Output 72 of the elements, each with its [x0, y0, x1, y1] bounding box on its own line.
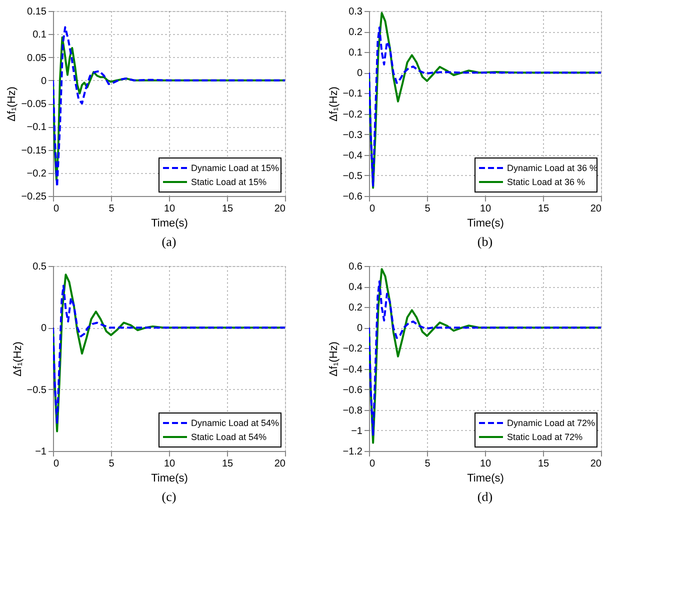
y-axis-title: Δf₁(Hz) — [328, 86, 340, 122]
text: (a) — [162, 234, 176, 249]
y-tick-label: 0 — [40, 76, 47, 87]
x-axis-title: Time(s) — [151, 218, 188, 230]
y-tick-label: 0.2 — [348, 302, 363, 314]
text: (d) — [477, 489, 493, 504]
y-tick-label: −1 — [351, 426, 363, 437]
y-tick-label: −0.1 — [342, 88, 363, 100]
y-tick-label: 0.5 — [32, 262, 47, 272]
legend-label: Dynamic Load at 54% — [191, 418, 280, 428]
legend-label: Dynamic Load at 72% — [507, 418, 596, 428]
y-tick-label: −0.05 — [21, 99, 47, 110]
x-tick-label: 20 — [590, 458, 602, 470]
x-tick-label: 20 — [274, 204, 286, 214]
y-axis-title: Δf₁(Hz) — [328, 342, 340, 376]
x-tick-label: 5 — [108, 458, 115, 470]
y-tick-label: 0.1 — [348, 48, 363, 59]
x-tick-label: 5 — [108, 204, 115, 214]
y-tick-label: −0.5 — [342, 170, 363, 182]
y-axis-title: Δf₁(Hz) — [6, 86, 18, 122]
y-tick-label: 0.3 — [348, 6, 363, 18]
y-tick-label: 0.6 — [348, 262, 363, 272]
y-tick-label: −0.6 — [342, 384, 363, 396]
y-tick-label: 0.15 — [27, 6, 47, 18]
y-tick-label: −0.3 — [342, 130, 363, 141]
x-tick-label: 15 — [538, 458, 550, 470]
legend-label: Static Load at 15% — [191, 177, 267, 187]
x-tick-label: 15 — [222, 458, 234, 470]
y-tick-label: −0.5 — [26, 384, 47, 396]
y-tick-label: −0.4 — [342, 150, 363, 162]
x-tick-label: 10 — [164, 204, 176, 214]
x-axis-title: Time(s) — [151, 472, 188, 484]
legend-label: Static Load at 72% — [507, 432, 583, 442]
y-tick-label: 0 — [40, 323, 47, 334]
y-tick-label: −1.2 — [342, 446, 363, 458]
y-tick-label: −0.15 — [21, 145, 47, 156]
x-tick-label: 15 — [222, 204, 234, 214]
y-tick-label: 0.05 — [27, 52, 47, 64]
y-tick-label: −1 — [35, 446, 47, 458]
x-tick-label: 0 — [54, 204, 60, 214]
x-axis-title: Time(s) — [467, 472, 504, 484]
y-tick-label: 0 — [356, 323, 363, 334]
legend-label: Dynamic Load at 15% — [191, 163, 280, 173]
x-tick-label: 0 — [370, 458, 376, 470]
x-tick-label: 15 — [538, 204, 550, 214]
x-tick-label: 20 — [274, 458, 286, 470]
y-tick-label: 0.4 — [348, 282, 363, 294]
y-tick-label: −0.25 — [21, 192, 47, 202]
x-tick-label: 10 — [164, 458, 176, 470]
x-tick-label: 0 — [370, 204, 376, 214]
y-tick-label: −0.6 — [342, 192, 363, 202]
x-axis-title: Time(s) — [467, 218, 504, 230]
x-tick-label: 5 — [424, 204, 431, 214]
y-tick-label: −0.2 — [342, 109, 363, 120]
y-tick-label: 0.1 — [32, 30, 47, 41]
legend-label: Static Load at 54% — [191, 432, 267, 442]
y-axis-title: Δf₁(Hz) — [12, 342, 24, 376]
text: (c) — [162, 489, 176, 504]
y-tick-label: −0.4 — [342, 364, 363, 376]
y-tick-label: 0.2 — [348, 27, 363, 38]
x-tick-label: 0 — [54, 458, 60, 470]
x-tick-label: 10 — [480, 204, 492, 214]
y-tick-label: −0.2 — [26, 168, 47, 180]
y-tick-label: −0.1 — [26, 122, 47, 134]
y-tick-label: −0.8 — [342, 405, 363, 416]
y-tick-label: −0.2 — [342, 344, 363, 355]
x-tick-label: 5 — [424, 458, 431, 470]
y-tick-label: 0 — [356, 68, 363, 80]
legend-label: Static Load at 36 % — [507, 177, 586, 187]
x-tick-label: 20 — [590, 204, 602, 214]
text: (b) — [477, 234, 493, 249]
x-tick-label: 10 — [480, 458, 492, 470]
